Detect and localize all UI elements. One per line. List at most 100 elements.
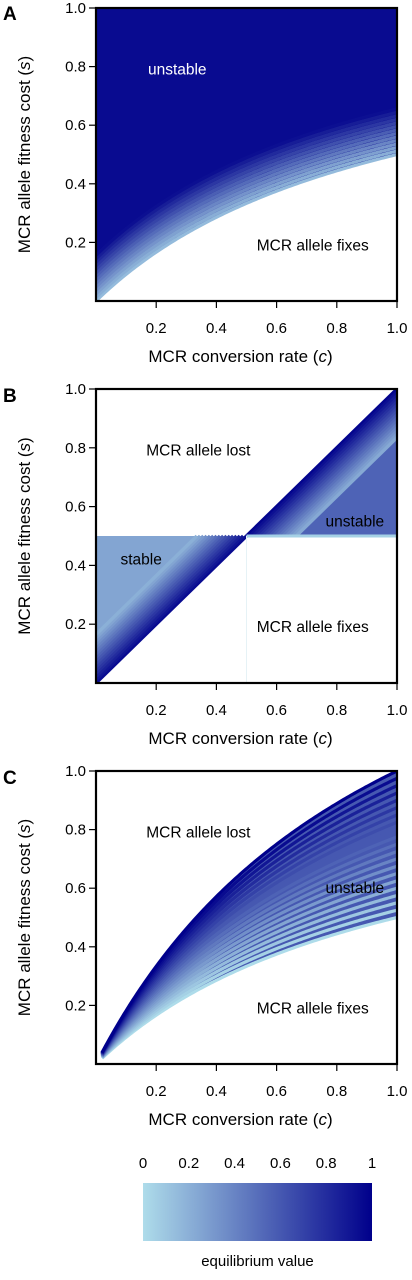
stable-shade bbox=[96, 534, 212, 649]
stable-shade bbox=[96, 534, 242, 678]
region-label-mcr-allele-fixes: MCR allele fixes bbox=[257, 1000, 369, 1017]
colorbar-tick-label: 0.4 bbox=[224, 1155, 245, 1172]
y-tick-label: 1.0 bbox=[65, 381, 86, 398]
colorbar-tick-label: 0.2 bbox=[178, 1155, 199, 1172]
stable-shade bbox=[96, 534, 208, 646]
panel-b: B 0.2 0.4 0.6 0.8 1.0 0.2 0.4 0.6 0.8 1.0 MCR conve… bbox=[3, 381, 407, 748]
stable-shade bbox=[96, 534, 232, 669]
colorbar-tick-label: 1 bbox=[368, 1155, 376, 1172]
x-tick-label: 0.2 bbox=[146, 1083, 167, 1100]
band-line bbox=[96, 110, 397, 260]
region-label-mcr-allele-fixes: MCR allele fixes bbox=[257, 237, 369, 254]
y-axis-title: MCR allele fitness cost (s) bbox=[15, 437, 34, 634]
plot-frame bbox=[94, 6, 399, 303]
heatmap-area bbox=[96, 389, 397, 683]
unstable-shade bbox=[261, 403, 397, 538]
boundary-band bbox=[96, 107, 397, 301]
y-axis-title: MCR allele fitness cost (s) bbox=[15, 56, 34, 253]
band-line bbox=[96, 107, 397, 257]
colorbar-tick-label: 0 bbox=[139, 1155, 147, 1172]
shade-line bbox=[100, 864, 397, 1058]
unstable-shade bbox=[248, 391, 397, 538]
y-tick-label: 0.8 bbox=[65, 822, 86, 839]
region-label-mcr-allele-lost: MCR allele lost bbox=[146, 825, 251, 842]
panel-letter: A bbox=[3, 4, 17, 25]
panel-c: C 0.2 0.4 0.6 0.8 1.0 0.2 0.4 0.6 0.8 1.0 MCR conve… bbox=[3, 763, 407, 1129]
heatmap-area bbox=[100, 771, 397, 1060]
unstable-shade bbox=[285, 426, 397, 538]
shade-line bbox=[100, 901, 397, 1059]
stable-shade bbox=[96, 534, 235, 672]
x-tick-label: 0.2 bbox=[146, 702, 167, 719]
y-tick-label: 1.0 bbox=[65, 0, 86, 17]
band-line bbox=[96, 145, 397, 296]
unstable-shade bbox=[271, 413, 397, 538]
x-tick-label: 0.6 bbox=[266, 320, 287, 337]
x-tick-label: 1.0 bbox=[387, 320, 408, 337]
shade-line bbox=[100, 908, 397, 1060]
stable-shade bbox=[96, 534, 238, 675]
band-line bbox=[96, 128, 397, 278]
colorbar-tick-label: 0.8 bbox=[316, 1155, 337, 1172]
y-tick-label: 0.2 bbox=[65, 616, 86, 633]
panel-letter: C bbox=[3, 768, 17, 789]
stable-shade bbox=[96, 534, 202, 639]
unstable-shade bbox=[258, 400, 397, 538]
x-axis-title: MCR conversion rate (c) bbox=[148, 1110, 332, 1129]
panel-a: A 0.2 0.4 0.6 0.8 1.0 0.2 0.4 0.6 0.8 1.0 MCR conve… bbox=[3, 0, 407, 366]
region-label-stable: stable bbox=[120, 552, 161, 569]
region-label-unstable: unstable bbox=[326, 880, 385, 897]
stable-shade bbox=[96, 534, 222, 659]
band-line bbox=[96, 117, 397, 267]
y-tick-label: 0.2 bbox=[65, 234, 86, 251]
shade-line bbox=[100, 886, 397, 1059]
colorbar: 0 0.2 0.4 0.6 0.8 1 equilibrium value bbox=[139, 1155, 376, 1270]
shade-line bbox=[100, 893, 397, 1059]
band-line bbox=[96, 142, 397, 292]
y-tick-label: 0.6 bbox=[65, 499, 86, 516]
stable-shade bbox=[96, 534, 215, 652]
y-tick-label: 0.8 bbox=[65, 59, 86, 76]
panel-letter: B bbox=[3, 386, 17, 407]
stable-shade bbox=[96, 534, 228, 665]
unstable-shade bbox=[278, 420, 397, 538]
x-tick-label: 0.4 bbox=[206, 320, 227, 337]
band-line bbox=[96, 152, 397, 301]
x-tick-label: 0.4 bbox=[206, 1083, 227, 1100]
band-line bbox=[96, 149, 397, 299]
x-tick-label: 0.8 bbox=[326, 1083, 347, 1100]
y-tick-label: 0.6 bbox=[65, 117, 86, 134]
y-tick-label: 0.8 bbox=[65, 440, 86, 457]
region-label-unstable: unstable bbox=[326, 513, 385, 530]
x-tick-label: 1.0 bbox=[387, 702, 408, 719]
colorbar-tick-label: 0.6 bbox=[270, 1155, 291, 1172]
region-label-unstable: unstable bbox=[148, 62, 207, 79]
plot-frame bbox=[94, 769, 399, 1066]
band-line bbox=[96, 131, 397, 282]
y-tick-label: 0.6 bbox=[65, 880, 86, 897]
shade-line bbox=[100, 872, 397, 1058]
unstable-shade bbox=[275, 416, 397, 538]
shade-line bbox=[100, 771, 397, 1054]
stable-shade bbox=[96, 534, 199, 636]
y-tick-label: 0.4 bbox=[65, 176, 86, 193]
unstable-shade bbox=[255, 397, 397, 538]
x-tick-label: 0.4 bbox=[206, 702, 227, 719]
shade-line bbox=[100, 879, 397, 1058]
region-label-mcr-allele-fixes: MCR allele fixes bbox=[257, 619, 369, 636]
shade-line bbox=[100, 915, 397, 1060]
y-tick-label: 0.2 bbox=[65, 997, 86, 1014]
stable-shade bbox=[96, 534, 218, 656]
y-tick-label: 1.0 bbox=[65, 763, 86, 780]
y-tick-label: 0.4 bbox=[65, 939, 86, 956]
unstable-shade bbox=[294, 436, 397, 538]
colorbar-gradient bbox=[143, 1183, 372, 1241]
x-tick-label: 0.6 bbox=[266, 1083, 287, 1100]
band-line bbox=[96, 121, 397, 271]
x-axis-title: MCR conversion rate (c) bbox=[148, 347, 332, 366]
x-tick-label: 0.8 bbox=[326, 702, 347, 719]
unstable-shade bbox=[265, 407, 397, 538]
x-axis-title: MCR conversion rate (c) bbox=[148, 729, 332, 748]
plot-frame bbox=[94, 387, 399, 685]
